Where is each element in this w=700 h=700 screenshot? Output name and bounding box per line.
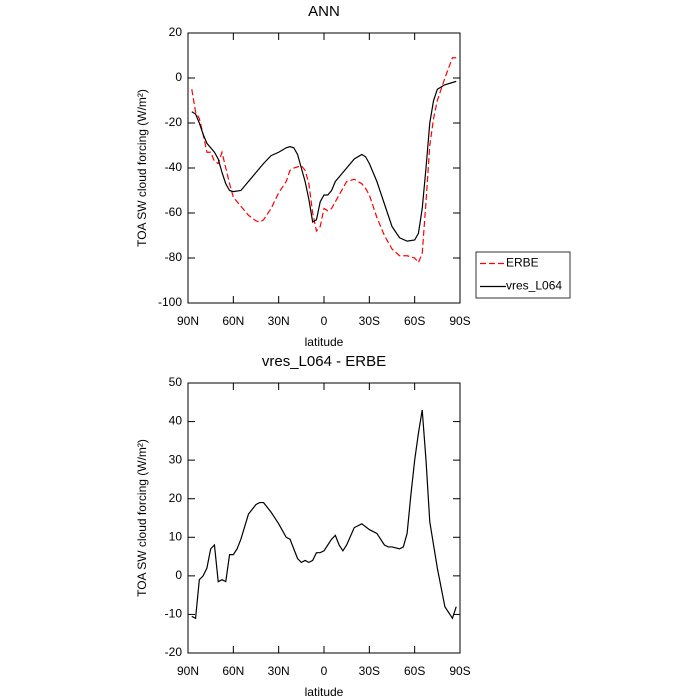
data-line bbox=[191, 409, 457, 620]
x-tick-label: 30N bbox=[268, 664, 290, 678]
chart-title: ANN bbox=[308, 3, 340, 20]
x-axis-label: latitude bbox=[305, 685, 344, 699]
plot-frame bbox=[187, 382, 461, 654]
legend-label: vres_L064 bbox=[506, 279, 562, 293]
y-tick-label: 0 bbox=[175, 568, 182, 582]
x-tick-label: 90S bbox=[449, 664, 470, 678]
y-axis-label: TOA SW cloud forcing (W/m²) bbox=[135, 439, 149, 597]
data-line bbox=[191, 80, 457, 242]
y-tick-label: -20 bbox=[165, 115, 183, 129]
plot-frame bbox=[187, 32, 461, 304]
x-axis-label: latitude bbox=[305, 335, 344, 349]
x-tick-label: 60N bbox=[222, 314, 244, 328]
x-tick-label: 30S bbox=[359, 314, 380, 328]
data-line bbox=[191, 57, 457, 264]
x-tick-label: 30S bbox=[359, 664, 380, 678]
y-axis-label: TOA SW cloud forcing (W/m²) bbox=[135, 89, 149, 247]
y-tick-label: 0 bbox=[175, 70, 182, 84]
x-tick-label: 60N bbox=[222, 664, 244, 678]
y-tick-label: -60 bbox=[165, 205, 183, 219]
x-tick-label: 90N bbox=[177, 314, 199, 328]
x-tick-label: 90S bbox=[449, 314, 470, 328]
y-tick-label: -20 bbox=[165, 645, 183, 659]
y-tick-label: 20 bbox=[169, 491, 183, 505]
y-tick-label: -10 bbox=[165, 607, 183, 621]
chart-title: vres_L064 - ERBE bbox=[262, 353, 386, 370]
x-tick-label: 0 bbox=[321, 314, 328, 328]
x-tick-label: 60S bbox=[404, 314, 425, 328]
legend-box bbox=[475, 251, 571, 299]
y-tick-label: 40 bbox=[169, 414, 183, 428]
y-tick-label: -40 bbox=[165, 160, 183, 174]
legend-label: ERBE bbox=[506, 256, 539, 270]
y-tick-label: -80 bbox=[165, 250, 183, 264]
y-tick-label: -100 bbox=[158, 295, 182, 309]
x-tick-label: 90N bbox=[177, 664, 199, 678]
y-tick-label: 50 bbox=[169, 375, 183, 389]
y-tick-label: 30 bbox=[169, 452, 183, 466]
y-tick-label: 10 bbox=[169, 529, 183, 543]
x-tick-label: 30N bbox=[268, 314, 290, 328]
x-tick-label: 60S bbox=[404, 664, 425, 678]
y-tick-label: 20 bbox=[169, 25, 183, 39]
x-tick-label: 0 bbox=[321, 664, 328, 678]
